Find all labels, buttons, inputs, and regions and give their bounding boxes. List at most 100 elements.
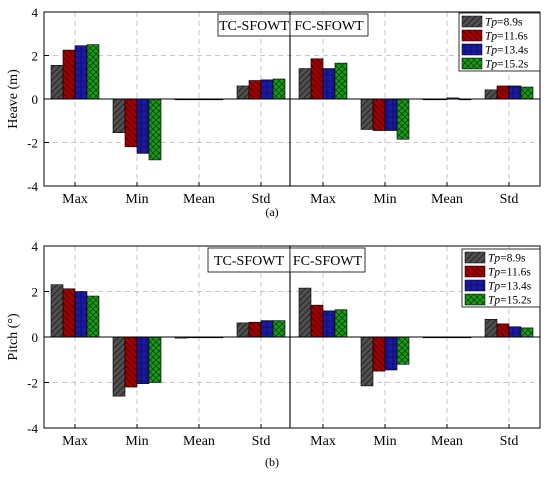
- legend-swatch: [461, 43, 483, 56]
- bar: [384, 98, 398, 131]
- bar: [74, 291, 88, 338]
- bar: [508, 85, 522, 100]
- y-tick-label: 4: [32, 239, 39, 254]
- x-tick-label: Min: [373, 434, 396, 449]
- legend-swatch: [464, 251, 486, 264]
- bar: [260, 79, 274, 100]
- legend-label: Tp=11.6s: [485, 31, 528, 43]
- bar: [384, 336, 398, 371]
- x-tick-label: Max: [310, 192, 336, 207]
- bar: [360, 336, 374, 387]
- bar: [136, 98, 150, 154]
- bar: [112, 336, 126, 397]
- legend-swatch: [464, 279, 486, 292]
- bar: [148, 98, 162, 161]
- bar: [496, 323, 510, 338]
- x-tick-label: Min: [125, 434, 148, 449]
- group-label: FC-SFOWT: [293, 254, 363, 269]
- legend-label: Tp=8.9s: [488, 253, 526, 265]
- bar: [62, 49, 76, 100]
- bar: [372, 98, 386, 131]
- x-tick-label: Max: [310, 434, 336, 449]
- bar: [322, 68, 336, 100]
- bar: [272, 320, 286, 338]
- y-tick-label: 0: [32, 92, 39, 107]
- x-tick-label: Std: [500, 192, 519, 207]
- y-tick-label: -4: [27, 421, 38, 436]
- bar: [484, 318, 498, 338]
- bar: [260, 320, 274, 338]
- bar: [50, 284, 64, 338]
- x-tick-label: Min: [125, 192, 148, 207]
- y-tick-label: -2: [27, 136, 38, 151]
- legend-swatch: [461, 57, 483, 70]
- bar: [520, 327, 534, 338]
- y-tick-label: 2: [32, 49, 39, 64]
- bar: [272, 78, 286, 100]
- bar: [124, 336, 138, 388]
- bar: [86, 295, 100, 338]
- x-tick-label: Std: [252, 192, 271, 207]
- group-label-box: [289, 13, 369, 37]
- group-label-box: [289, 247, 366, 273]
- panel-label: (b): [265, 455, 279, 469]
- bar: [148, 336, 162, 383]
- y-axis-label: Heave (m): [6, 69, 21, 129]
- y-tick-label: -2: [27, 376, 38, 391]
- bar: [360, 98, 374, 130]
- legend-label: Tp=15.2s: [488, 295, 532, 307]
- bar: [396, 336, 410, 365]
- bar: [322, 310, 336, 338]
- bar: [236, 85, 250, 100]
- x-tick-label: Min: [373, 192, 396, 207]
- bar: [248, 80, 262, 100]
- bar: [124, 98, 138, 148]
- y-axis-label: Pitch (°): [6, 313, 21, 361]
- x-tick-label: Mean: [431, 192, 463, 207]
- group-label: FC-SFOWT: [294, 19, 364, 34]
- bar: [396, 98, 410, 140]
- group-label-box: [207, 247, 291, 273]
- bar: [236, 322, 250, 338]
- chart-panel-1: -4 -2 0 2 4 Max Min Mean Std Max Min Mean Std Heave (…: [6, 5, 541, 219]
- legend-label: Tp=8.9s: [485, 17, 523, 29]
- bar: [74, 45, 88, 100]
- legend-swatch: [464, 265, 486, 278]
- legend-swatch: [464, 293, 486, 306]
- bar: [484, 89, 498, 100]
- x-tick-label: Std: [252, 434, 271, 449]
- bar: [310, 58, 324, 100]
- bar: [372, 336, 386, 372]
- panel-label: (a): [265, 205, 278, 219]
- legend-label: Tp=13.4s: [485, 45, 529, 57]
- group-label: TC-SFOWT: [214, 254, 284, 269]
- legend-label: Tp=15.2s: [485, 59, 529, 71]
- bar: [310, 304, 324, 338]
- legend-swatch: [461, 29, 483, 42]
- legend: Tp=8.9s Tp=11.6s Tp=13.4s Tp=15.2s: [461, 248, 541, 308]
- x-tick-label: Max: [62, 434, 88, 449]
- x-tick-label: Mean: [431, 434, 463, 449]
- bar: [62, 288, 76, 338]
- y-tick-label: -4: [27, 179, 38, 194]
- x-tick-label: Std: [500, 434, 519, 449]
- y-tick-label: 0: [32, 330, 39, 345]
- bar: [248, 321, 262, 338]
- bar: [496, 85, 510, 100]
- legend-label: Tp=13.4s: [488, 281, 532, 293]
- y-tick-label: 2: [32, 285, 39, 300]
- bar: [112, 98, 126, 134]
- legend-swatch: [461, 15, 483, 28]
- bar: [508, 326, 522, 338]
- bar: [298, 287, 312, 338]
- bar: [50, 64, 64, 100]
- bar: [334, 309, 348, 338]
- group-label: TC-SFOWT: [219, 19, 289, 34]
- bar: [136, 336, 150, 384]
- legend: Tp=8.9s Tp=11.6s Tp=13.4s Tp=15.2s: [458, 12, 541, 72]
- legend-label: Tp=11.6s: [488, 267, 531, 279]
- x-tick-label: Mean: [183, 434, 215, 449]
- bar: [298, 68, 312, 100]
- x-tick-label: Max: [62, 192, 88, 207]
